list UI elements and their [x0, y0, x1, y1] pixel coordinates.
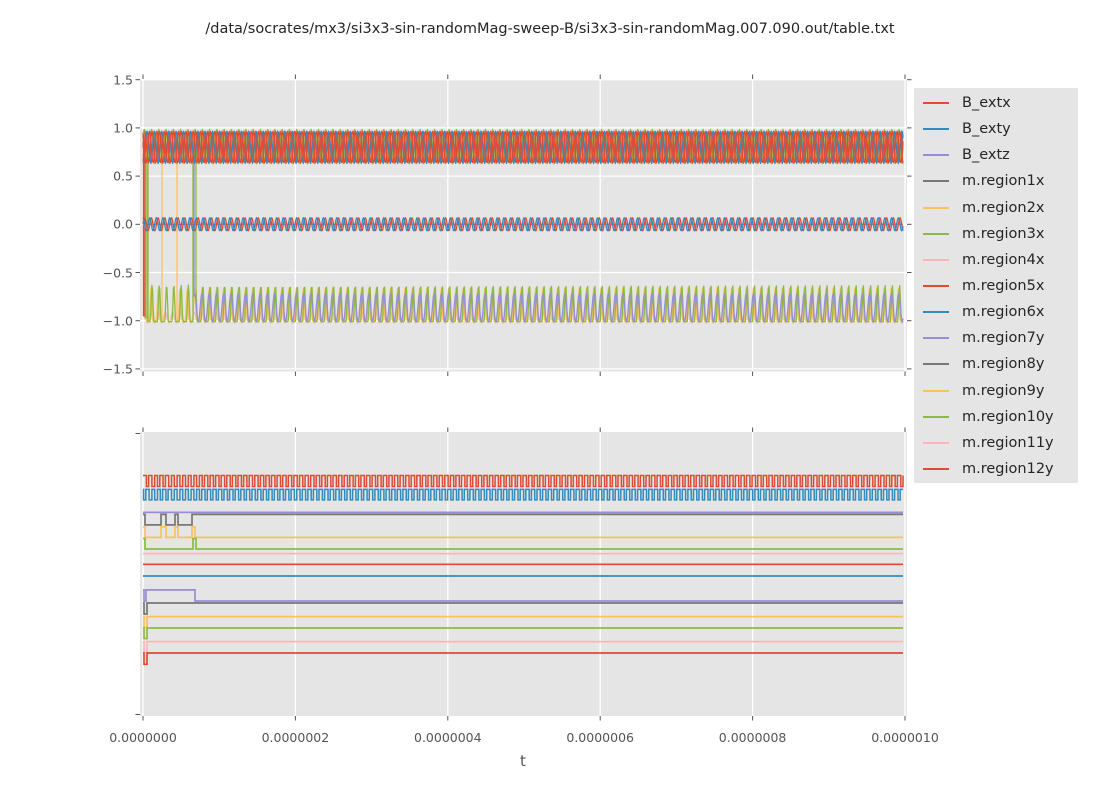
x-tick-label: 0.0000010 — [871, 730, 939, 745]
legend-line-sample — [923, 415, 949, 418]
legend-line-sample — [923, 311, 949, 314]
legend-label: m.region10y — [962, 408, 1054, 425]
legend-entry-m.region5x: m.region5x — [914, 273, 1078, 299]
bottom-series-m.region8y — [143, 602, 903, 615]
legend-line-sample — [923, 232, 949, 235]
y-tick-label: 1.0 — [113, 120, 133, 136]
legend-label: m.region7y — [962, 330, 1045, 347]
legend-line-sample — [923, 285, 949, 288]
bottom-series-m.region1x — [143, 513, 903, 526]
legend-line-sample — [923, 337, 949, 340]
bottom-series-B_extx — [143, 474, 904, 488]
legend-label: m.region5x — [962, 278, 1045, 295]
legend-label: m.region9y — [962, 382, 1045, 399]
bottom-series-m.region10y — [143, 627, 903, 640]
bottom-series-m.region2x — [143, 526, 903, 539]
legend-line-sample — [923, 468, 949, 471]
legend-line-sample — [923, 128, 949, 131]
legend-label: m.region12y — [962, 461, 1054, 478]
legend-entry-m.region6x: m.region6x — [914, 299, 1078, 325]
x-tick-label: 0.0000008 — [718, 730, 787, 745]
x-tick-label: 0.0000004 — [413, 730, 482, 745]
legend-line-sample — [923, 363, 949, 366]
legend-line-sample — [923, 154, 949, 157]
legend-line-sample — [923, 180, 949, 183]
x-tick-label: 0.0000000 — [109, 730, 177, 745]
top-series-m.region7y — [142, 132, 904, 323]
y-tick-label: −1.5 — [102, 361, 133, 377]
top-series-m.region11y — [142, 132, 904, 324]
bottom-series-m.region11y — [143, 640, 903, 653]
legend-label: m.region1x — [962, 173, 1045, 190]
legend-label: B_extx — [962, 95, 1011, 112]
legend-entry-m.region8y: m.region8y — [914, 351, 1078, 377]
top-series-B_exty — [142, 217, 904, 232]
legend-label: m.region6x — [962, 304, 1045, 321]
legend-label: B_extz — [962, 147, 1010, 164]
legend-entry-m.region9y: m.region9y — [914, 378, 1078, 404]
legend-entry-m.region4x: m.region4x — [914, 247, 1078, 273]
y-tick-label: 0.0 — [113, 216, 133, 232]
y-tick-label: −0.5 — [102, 265, 133, 280]
legend-entry-m.region2x: m.region2x — [914, 195, 1078, 221]
legend-label: m.region11y — [962, 434, 1054, 451]
legend-label: B_exty — [962, 121, 1011, 138]
legend-label: m.region8y — [962, 356, 1045, 373]
top-series-m.region5x — [142, 130, 904, 164]
legend-entry-B_exty: B_exty — [914, 116, 1078, 142]
legend-entry-m.region12y: m.region12y — [914, 456, 1078, 482]
legend-line-sample — [923, 441, 949, 444]
figure-title: /data/socrates/mx3/si3x3-sin-randomMag-s… — [205, 21, 895, 37]
legend-entry-B_extz: B_extz — [914, 142, 1078, 168]
legend-line-sample — [923, 206, 949, 209]
bottom-series-m.region12y — [143, 652, 903, 666]
legend-line-sample — [923, 258, 949, 261]
legend-line-sample — [923, 102, 949, 105]
legend-entry-m.region7y: m.region7y — [914, 325, 1078, 351]
x-tick-label: 0.0000002 — [261, 730, 330, 745]
bottom-series-m.region3x — [143, 537, 903, 550]
bottom-series-m.region7y — [143, 589, 903, 602]
legend-label: m.region2x — [962, 199, 1045, 216]
legend-entry-B_extx: B_extx — [914, 90, 1078, 116]
bottom-series-m.region9y — [143, 615, 903, 628]
legend-entry-m.region1x: m.region1x — [914, 168, 1078, 194]
top-series-B_extx — [142, 217, 904, 232]
legend-label: m.region3x — [962, 225, 1045, 242]
legend-label: m.region4x — [962, 251, 1045, 268]
top-series-m.region12y — [142, 130, 904, 317]
bottom-series-B_exty — [142, 488, 903, 501]
legend-line-sample — [923, 389, 949, 392]
y-tick-label: 0.5 — [113, 168, 133, 184]
x-axis-label: t — [520, 752, 526, 770]
legend-entry-m.region11y: m.region11y — [914, 430, 1078, 456]
legend-entry-m.region3x: m.region3x — [914, 221, 1078, 247]
legend-entry-m.region10y: m.region10y — [914, 404, 1078, 430]
y-tick-label: −1.0 — [102, 313, 133, 329]
x-tick-label: 0.0000006 — [566, 730, 634, 745]
y-tick-label: 1.5 — [113, 72, 133, 88]
top-series-m.region3x — [142, 130, 904, 323]
legend-box: B_extx B_exty B_extz m.region1x m.region2x m.… — [914, 88, 1078, 483]
